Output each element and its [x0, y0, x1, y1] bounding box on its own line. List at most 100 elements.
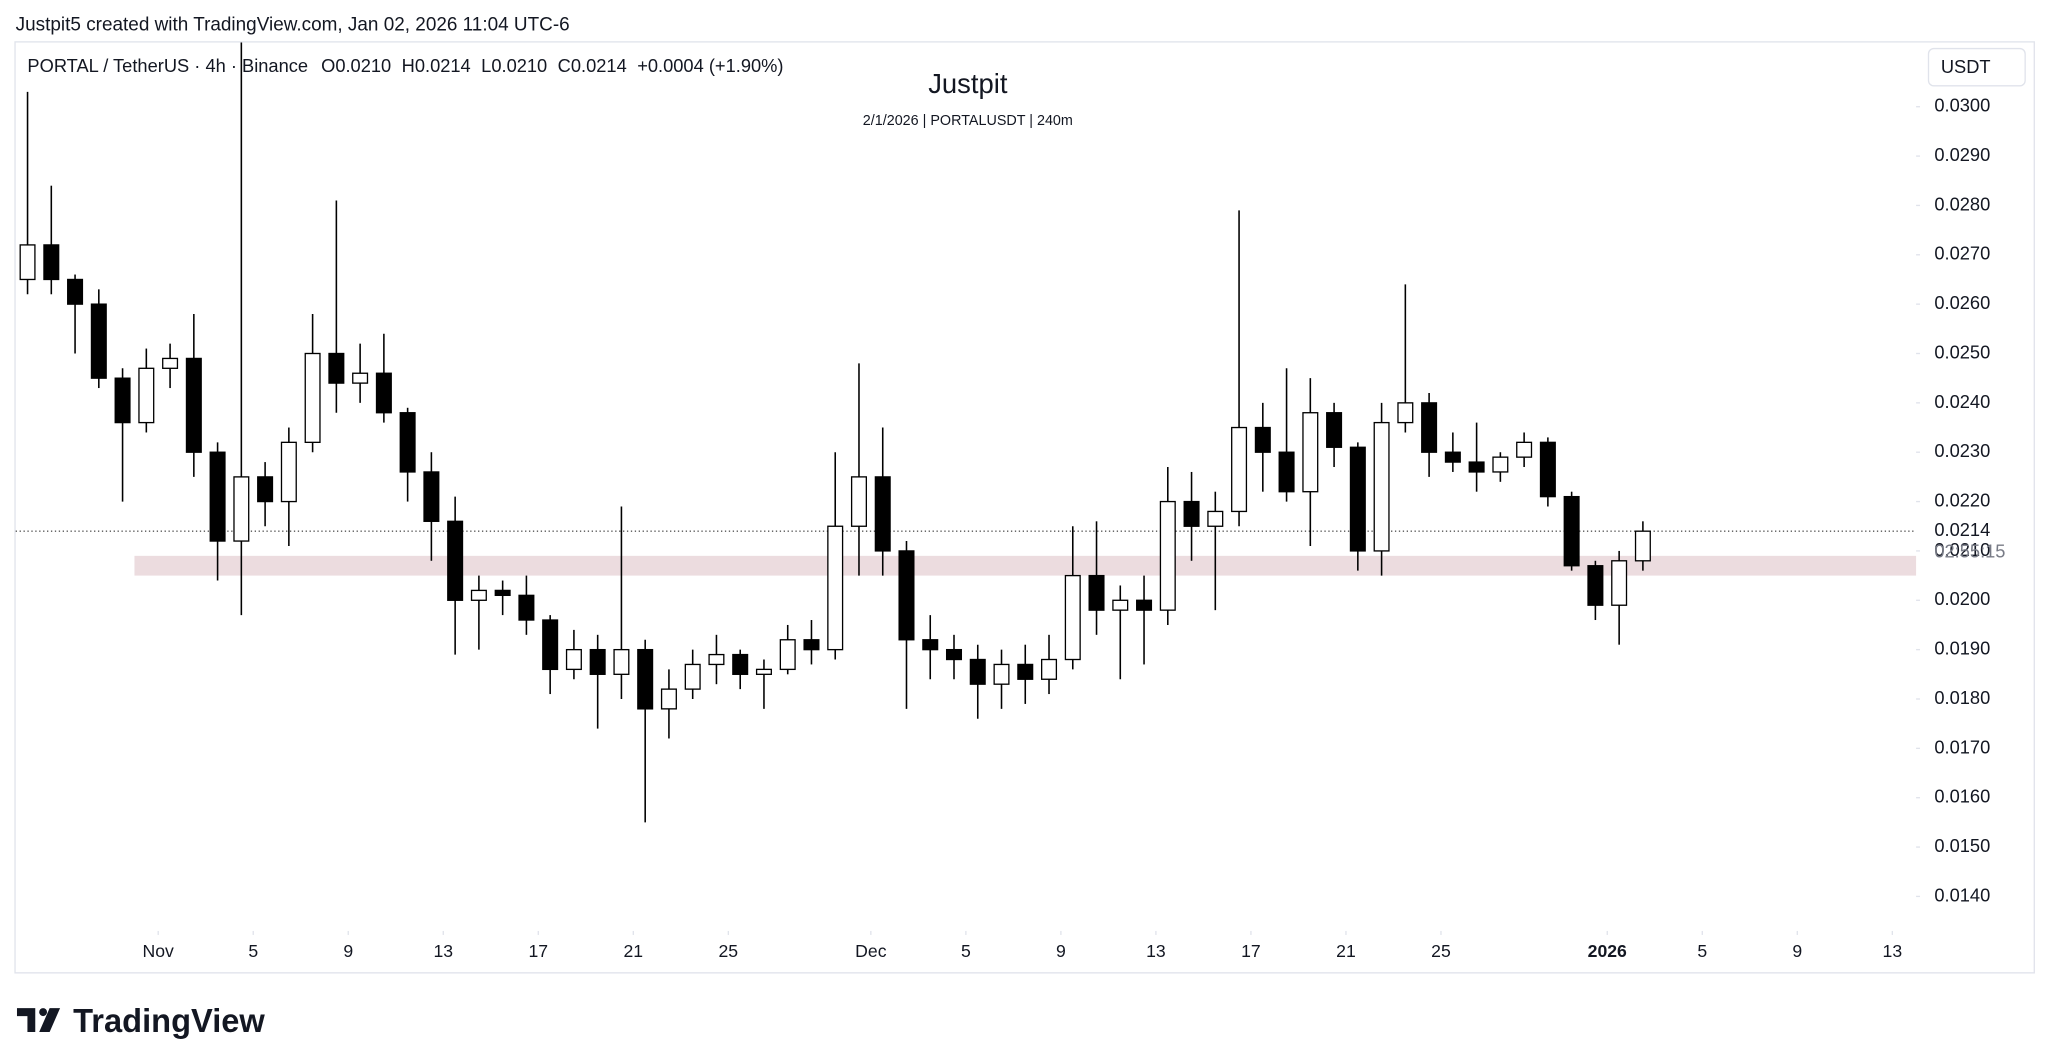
chart-subtitle: 2/1/2026 | PORTALUSDT | 240m [863, 113, 1073, 129]
candle-body [1349, 446, 1366, 552]
logo-mark [16, 1008, 36, 1033]
candle-body [993, 663, 1010, 685]
logo-text: TradingView [73, 1002, 265, 1039]
candle-body [803, 639, 820, 651]
x-tick-label: 13 [1146, 941, 1166, 961]
x-tick-label: 9 [1056, 941, 1066, 961]
candle-body [1563, 495, 1580, 567]
y-tick-label: 0.0200 [1934, 588, 1990, 609]
candle-body [304, 352, 321, 444]
y-tick-label: 0.0230 [1934, 440, 1990, 461]
candle-body [1017, 663, 1034, 680]
candle-body [1634, 530, 1651, 562]
candle-body [1064, 574, 1081, 661]
candle-body [922, 639, 939, 651]
logo-dot [39, 1008, 48, 1017]
candle-body [755, 668, 772, 675]
candle-body [945, 648, 963, 661]
y-tick-label: 0.0210 [1934, 539, 1990, 560]
candle-body [114, 377, 131, 424]
candle-body [1539, 441, 1556, 498]
currency-button[interactable] [1927, 47, 2026, 87]
candle-body [1159, 500, 1176, 611]
candle-body [518, 594, 535, 621]
y-tick-label: 0.0140 [1934, 884, 1990, 905]
ohlc-low: L0.0210 [481, 55, 547, 76]
x-tick-label: 9 [343, 941, 353, 961]
candle-body [1397, 402, 1414, 424]
chart-title: Justpit [928, 68, 1008, 99]
candle-body [1326, 412, 1343, 448]
x-tick-label: 13 [1883, 941, 1903, 961]
y-tick-label: 0.0160 [1934, 785, 1990, 806]
candle-body [827, 525, 844, 651]
x-tick-label: 21 [624, 941, 644, 961]
candle-body [1302, 412, 1319, 493]
ohlc-open: O0.0210 [321, 55, 391, 76]
logo-slash [39, 1008, 61, 1033]
ohlc-change: +0.0004 (+1.90%) [637, 55, 783, 76]
x-tick-label: Dec [855, 941, 886, 961]
candle-body [1278, 451, 1295, 493]
x-tick-label: 21 [1336, 941, 1356, 961]
candle-body [969, 658, 986, 685]
countdown: 02:55:15 [1934, 540, 2005, 561]
x-tick-label: 5 [961, 941, 971, 961]
candle-body [447, 520, 464, 601]
y-tick-label: 0.0300 [1934, 94, 1990, 115]
candle-body [565, 648, 582, 671]
candle-body [494, 589, 511, 597]
candle-body [1444, 451, 1461, 463]
x-tick-label: 17 [528, 941, 548, 961]
candle-body [684, 663, 701, 690]
candle-body [423, 471, 440, 522]
candle-body [542, 619, 559, 671]
candle-body [375, 372, 392, 414]
legend-line: PORTAL / TetherUS · 4h · Binance O0.0210 H… [27, 55, 783, 76]
candle-body [660, 688, 677, 710]
candle-body [1587, 565, 1604, 606]
candle-body [352, 372, 369, 384]
ohlc-close: C0.0214 [558, 55, 627, 76]
candle-body [637, 648, 654, 710]
y-tick-label: 0.0190 [1934, 637, 1990, 658]
plot-area [15, 42, 1917, 823]
candle-body [19, 244, 36, 281]
currency-label: USDT [1941, 56, 1991, 77]
y-tick-label: 0.0250 [1934, 341, 1990, 362]
candle-body [1492, 456, 1509, 473]
x-tick-label: 25 [1431, 941, 1451, 961]
candle-body [1207, 510, 1224, 527]
candle-body [1041, 658, 1058, 680]
chart-frame [14, 41, 2035, 974]
x-tick-label: 25 [719, 941, 739, 961]
x-tick-label: Nov [143, 941, 174, 961]
y-tick-label: 0.0150 [1934, 835, 1990, 856]
candle-body [1254, 426, 1271, 453]
y-tick-label: 0.0220 [1934, 489, 1990, 510]
candle-body [1421, 402, 1438, 453]
x-tick-label: 2026 [1588, 941, 1627, 961]
candle-body [779, 639, 796, 671]
credit: Justpit5 created with TradingView.com, J… [16, 14, 570, 35]
candle-body [874, 476, 891, 552]
candle-body [1611, 560, 1628, 606]
candle-body [280, 441, 297, 503]
candle-body [162, 357, 179, 369]
candle-body [67, 278, 84, 305]
candle-body [1136, 599, 1153, 611]
y-tick-label: 0.0280 [1934, 193, 1990, 214]
y-tick-label: 0.0290 [1934, 144, 1990, 165]
x-tick-label: 9 [1792, 941, 1802, 961]
candle-body [1183, 500, 1200, 527]
x-tick-label: 5 [248, 941, 258, 961]
symbol: PORTAL / TetherUS · 4h · Binance [27, 55, 308, 76]
candle-body [470, 589, 487, 601]
candle-body [399, 412, 416, 473]
candle-body [90, 303, 107, 379]
candle-body [1231, 426, 1248, 513]
y-tick-label: 0.0170 [1934, 736, 1990, 757]
candle-body [209, 451, 226, 542]
candle-body [708, 653, 725, 666]
